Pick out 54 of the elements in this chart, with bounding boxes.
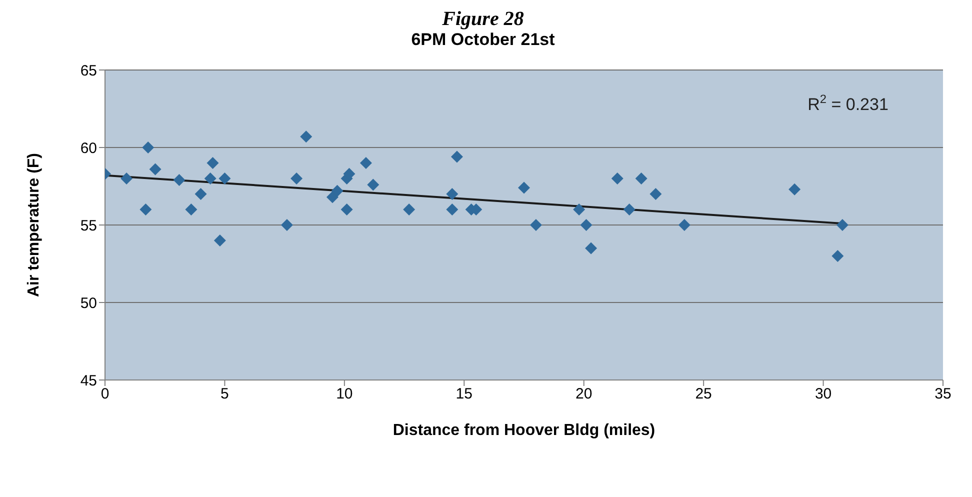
y-axis-title: Air temperature (F)	[26, 152, 43, 298]
x-tick-label: 10	[336, 386, 353, 403]
point	[788, 183, 801, 196]
point	[580, 219, 592, 231]
point	[450, 150, 463, 163]
x-axis-title: Distance from Hoover Bldg (miles)	[392, 422, 656, 439]
point	[173, 174, 186, 186]
point	[585, 242, 598, 254]
point	[367, 178, 380, 191]
point	[290, 172, 303, 184]
point	[446, 188, 458, 200]
point	[149, 163, 162, 176]
y-tick-label: 50	[80, 294, 97, 312]
point	[518, 182, 530, 194]
point	[446, 204, 458, 216]
point	[340, 204, 353, 216]
point	[204, 172, 216, 184]
point	[403, 204, 416, 216]
point	[611, 172, 624, 184]
point	[206, 157, 219, 169]
point	[650, 188, 662, 200]
point	[218, 172, 231, 184]
y-tick-label: 65	[80, 62, 97, 80]
x-tick-label: 35	[934, 386, 952, 403]
y-tick-label: 45	[80, 372, 97, 390]
point	[360, 157, 372, 169]
x-tick-label: 25	[695, 386, 712, 403]
point	[331, 184, 344, 197]
annotation: R$^{2}$ = 0.231	[808, 92, 888, 114]
chart-title: Figure 28	[441, 8, 525, 30]
point	[214, 234, 226, 246]
point	[836, 219, 848, 231]
x-tick-label: 30	[814, 386, 832, 403]
point	[300, 130, 312, 143]
x-tick-label: 15	[456, 386, 472, 403]
y-tick-label: 60	[80, 140, 97, 157]
point	[185, 204, 198, 216]
point	[530, 219, 542, 231]
point	[142, 142, 154, 154]
x-tick-label: 20	[576, 386, 592, 403]
point	[678, 219, 690, 231]
x-tick-label: 0	[100, 386, 110, 403]
point	[280, 219, 293, 231]
point	[623, 204, 636, 216]
y-tick-label: 55	[80, 217, 97, 234]
chart-subtitle: 6PM October 21st	[410, 30, 556, 50]
point	[120, 172, 133, 184]
point	[573, 204, 586, 216]
point	[140, 204, 152, 216]
point	[326, 191, 338, 204]
point	[832, 250, 844, 262]
x-tick-label: 5	[220, 386, 229, 403]
point	[635, 172, 648, 184]
point	[194, 188, 207, 200]
